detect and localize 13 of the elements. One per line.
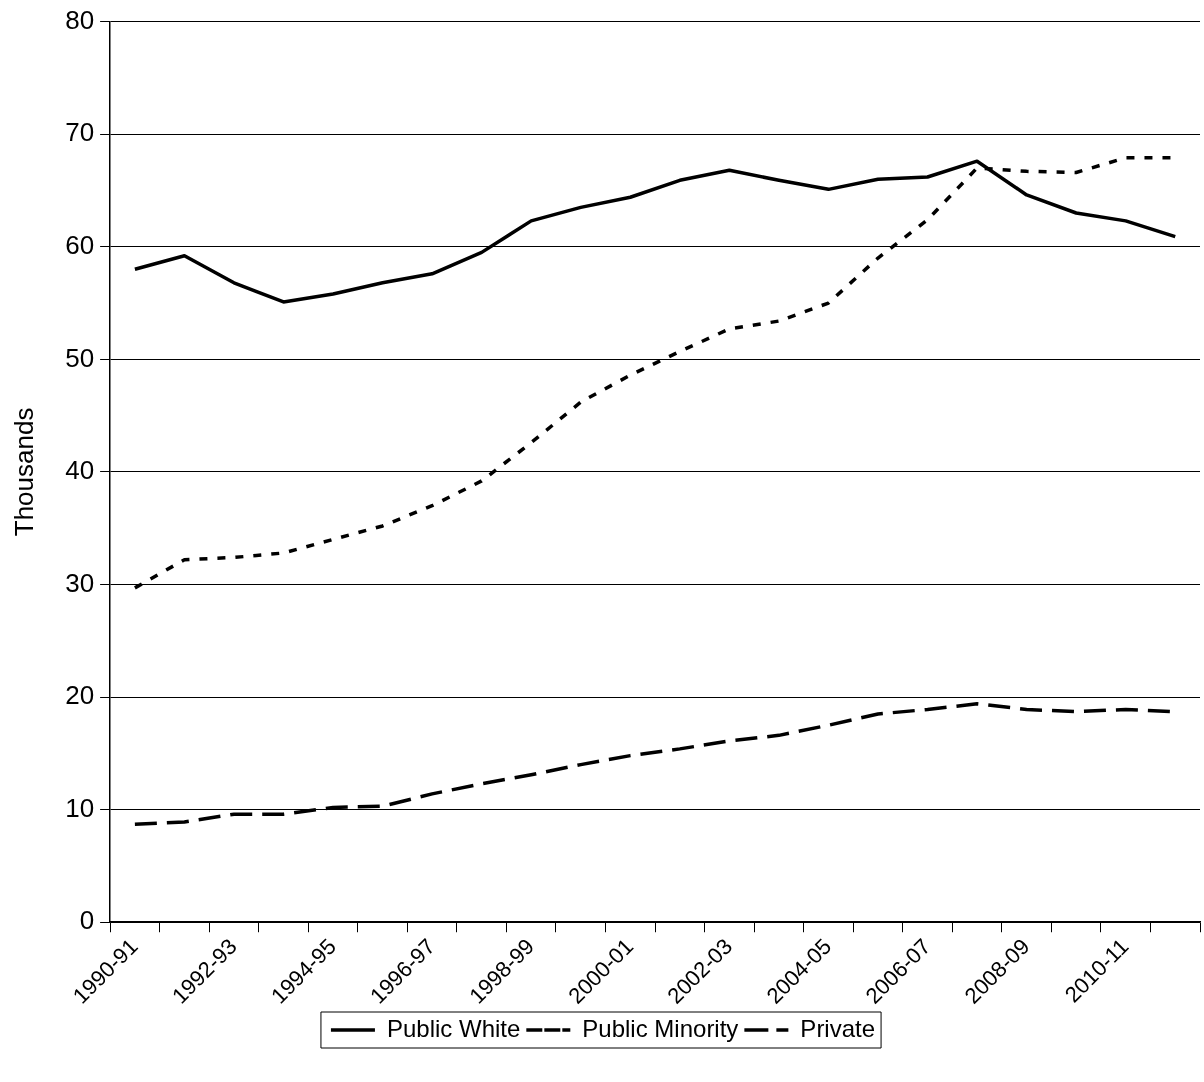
legend-label: Public White (386, 1014, 521, 1042)
y-tick-label: 50 (65, 342, 95, 373)
y-tick-label: 80 (65, 4, 95, 35)
y-tick-label: 40 (65, 455, 95, 486)
y-tick-label: 60 (65, 229, 95, 260)
y-tick-label: 30 (65, 567, 95, 598)
y-axis-title: Thousands (8, 407, 39, 537)
y-tick-label: 0 (79, 905, 95, 936)
y-tick-label: 10 (65, 792, 95, 823)
legend-label: Public Minority (582, 1014, 739, 1042)
legend-label: Private (800, 1014, 876, 1042)
y-tick-label: 70 (65, 117, 95, 148)
y-tick-label: 20 (65, 680, 95, 711)
